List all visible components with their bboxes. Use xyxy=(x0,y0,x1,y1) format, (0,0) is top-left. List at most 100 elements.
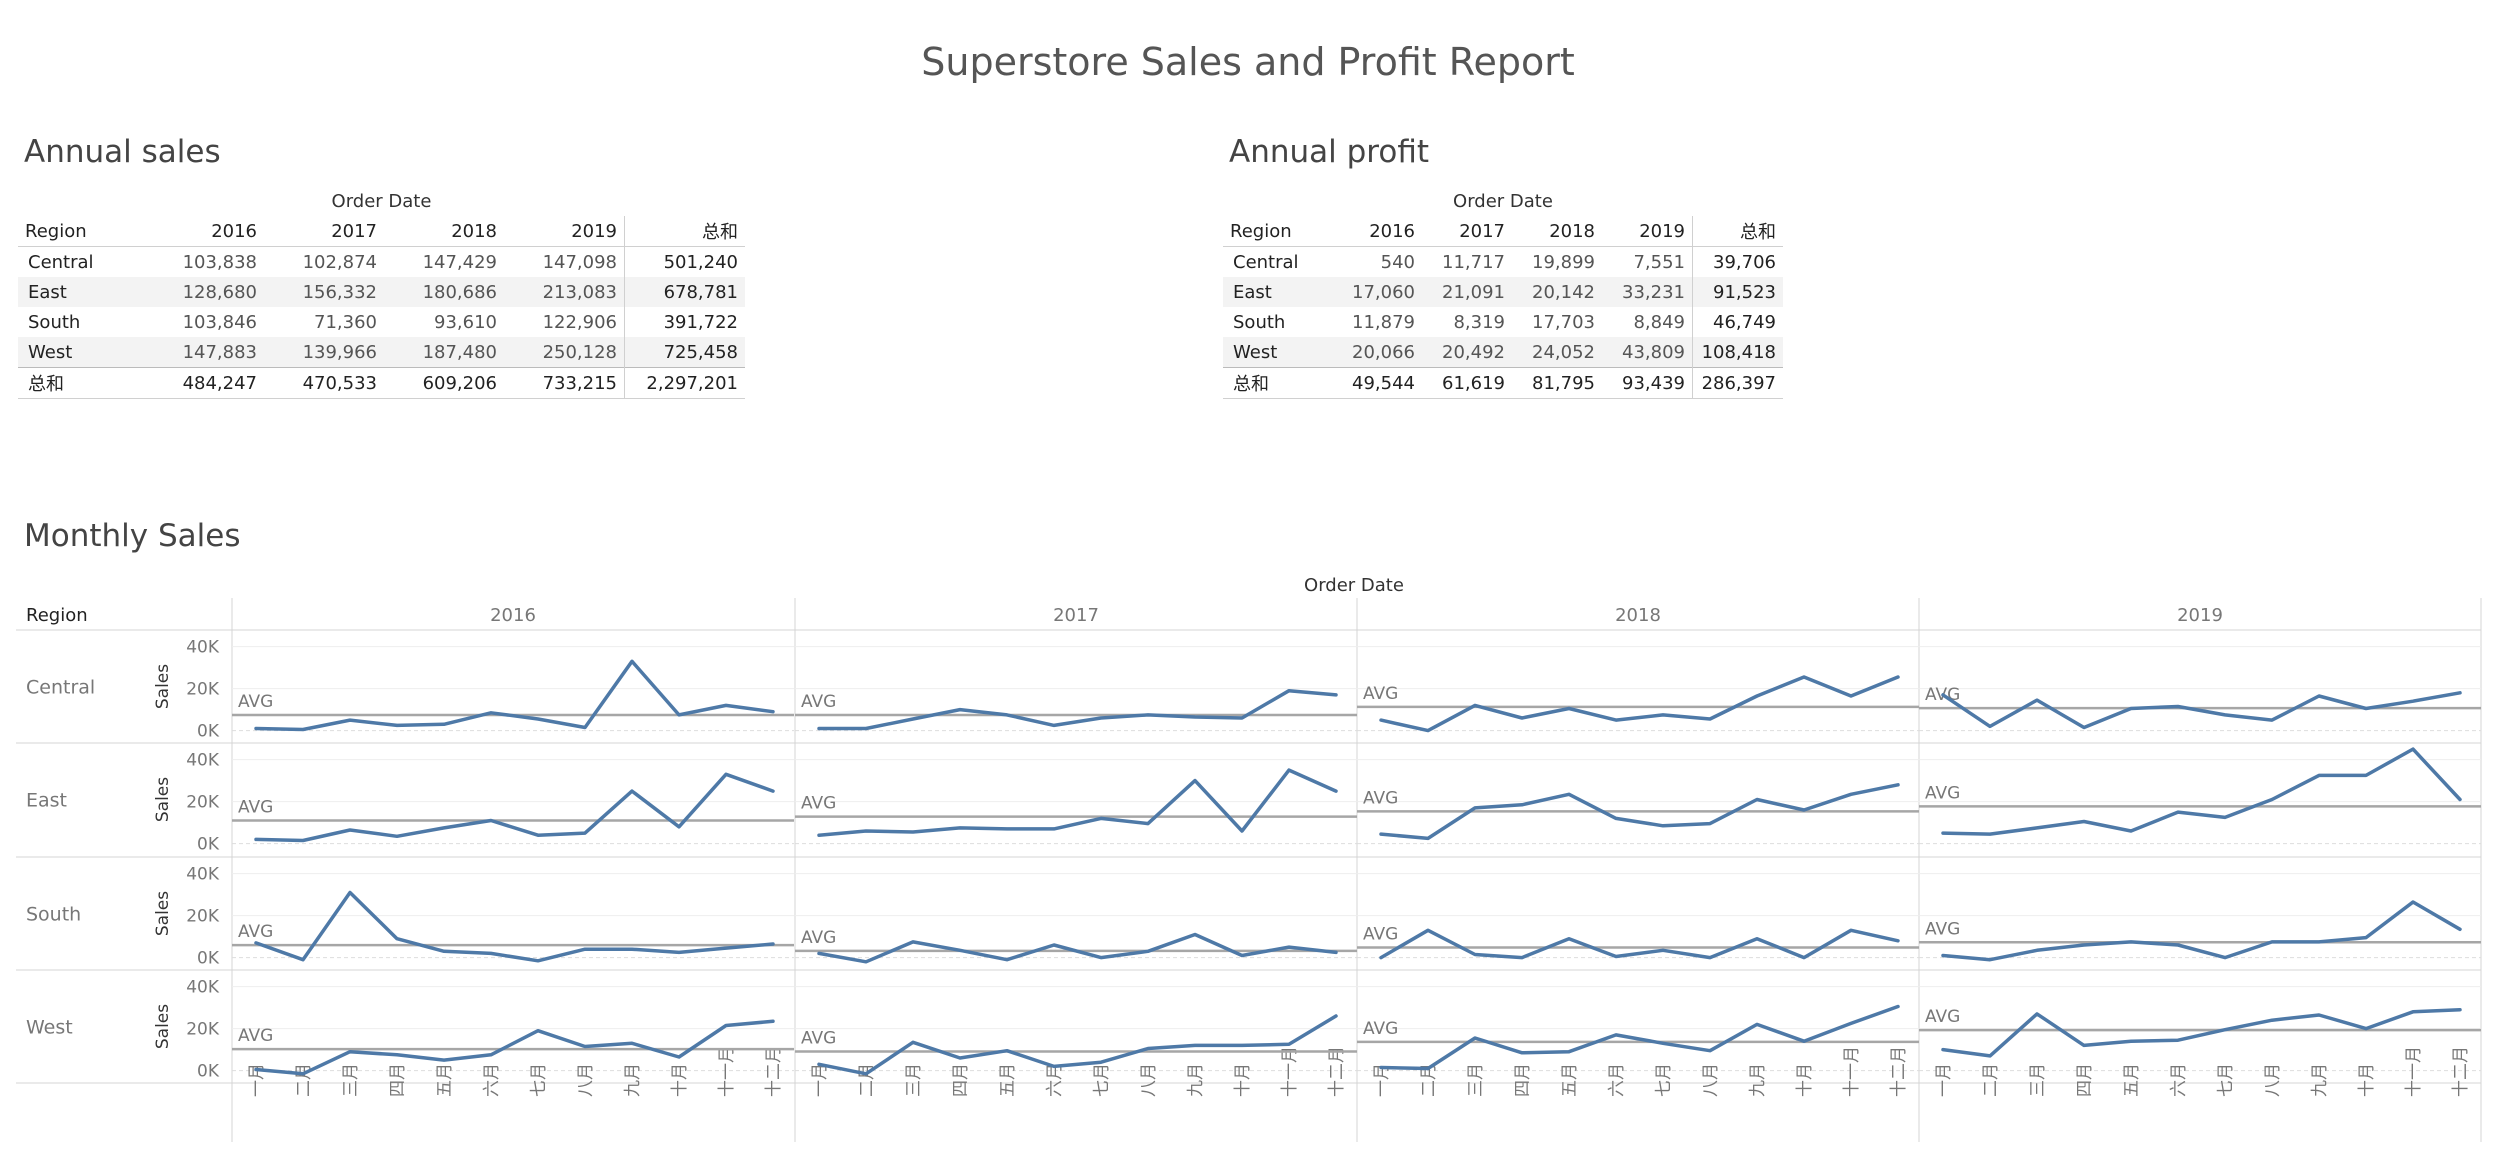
annual-sales-grand-total-cell[interactable]: 609,206 xyxy=(384,367,504,399)
annual-sales-cell[interactable]: 103,838 xyxy=(144,246,264,277)
annual-profit-cell[interactable]: 19,899 xyxy=(1512,246,1602,277)
annual-profit-grand-total-cell[interactable]: 81,795 xyxy=(1512,367,1602,399)
annual-sales-cell[interactable]: 147,883 xyxy=(144,337,264,368)
annual-sales-region-header[interactable]: Region xyxy=(25,220,87,242)
annual-profit-cell[interactable]: 17,703 xyxy=(1532,311,1595,333)
annual-profit-row-total[interactable]: 91,523 xyxy=(1692,277,1783,307)
sales-line-east-2018[interactable] xyxy=(1379,783,1900,841)
annual-sales-year-header[interactable]: 2016 xyxy=(211,220,257,242)
annual-sales-cell[interactable]: 139,966 xyxy=(264,337,384,368)
annual-profit-cell[interactable]: 20,492 xyxy=(1422,337,1512,368)
annual-sales-row-total[interactable]: 725,458 xyxy=(624,337,745,368)
annual-profit-grand-total[interactable]: 286,397 xyxy=(1692,367,1783,399)
sales-line-central-2017[interactable] xyxy=(817,688,1338,731)
year-header-2017[interactable]: 2017 xyxy=(1053,605,1099,626)
annual-profit-cell[interactable]: 540 xyxy=(1332,246,1422,277)
year-header-2018[interactable]: 2018 xyxy=(1615,605,1661,626)
annual-sales-grand-total-cell[interactable]: 484,247 xyxy=(144,367,264,399)
annual-sales-cell[interactable]: 103,846 xyxy=(182,311,257,333)
annual-profit-row-total[interactable]: 108,418 xyxy=(1692,337,1783,368)
sales-line-east-2016[interactable] xyxy=(254,772,775,843)
month-tick-label: 十一月 xyxy=(1280,1046,1300,1097)
annual-profit-cell[interactable]: 43,809 xyxy=(1602,337,1693,368)
annual-sales-region-label[interactable]: Central xyxy=(18,246,144,277)
annual-profit-region-label[interactable]: East xyxy=(1223,277,1332,307)
annual-profit-cell[interactable]: 24,052 xyxy=(1512,337,1602,368)
annual-sales-cell[interactable]: 122,906 xyxy=(542,311,617,333)
annual-sales-region-label[interactable]: West xyxy=(18,337,144,368)
annual-sales-cell[interactable]: 180,686 xyxy=(384,277,504,307)
annual-profit-grand-total-cell[interactable]: 49,544 xyxy=(1332,367,1422,399)
sales-line-south-2018[interactable] xyxy=(1379,928,1900,960)
annual-sales-grand-total[interactable]: 2,297,201 xyxy=(624,367,745,399)
sales-line-south-2016[interactable] xyxy=(254,890,775,963)
annual-profit-cell[interactable]: 11,879 xyxy=(1352,311,1415,333)
annual-profit-cell[interactable]: 8,849 xyxy=(1633,311,1685,333)
annual-sales-row-total[interactable]: 678,781 xyxy=(624,277,745,307)
annual-profit-region-label[interactable]: West xyxy=(1223,337,1332,368)
sales-line-south-2019[interactable] xyxy=(1941,900,2462,962)
annual-sales-cell[interactable]: 187,480 xyxy=(384,337,504,368)
annual-sales-grand-total-cell[interactable]: 733,215 xyxy=(504,367,625,399)
annual-sales-row-total[interactable]: 391,722 xyxy=(624,307,745,337)
annual-profit-row-total[interactable]: 39,706 xyxy=(1692,246,1783,277)
annual-sales-cell[interactable]: 128,680 xyxy=(144,277,264,307)
annual-profit-year-header[interactable]: 2019 xyxy=(1639,220,1685,242)
annual-profit-grand-total-cell[interactable]: 93,439 xyxy=(1602,367,1693,399)
annual-sales-cell[interactable]: 250,128 xyxy=(504,337,625,368)
annual-profit-cell[interactable]: 17,060 xyxy=(1332,277,1422,307)
annual-profit-row-total[interactable]: 46,749 xyxy=(1692,307,1783,337)
month-tick-label: 九月 xyxy=(2310,1063,2330,1097)
annual-sales-grand-total-label[interactable]: 总和 xyxy=(18,367,144,399)
annual-sales-cell[interactable]: 156,332 xyxy=(264,277,384,307)
annual-sales-cell[interactable]: 213,083 xyxy=(504,277,625,307)
annual-sales-year-header[interactable]: 2018 xyxy=(451,220,497,242)
annual-profit-year-header[interactable]: 2018 xyxy=(1549,220,1595,242)
annual-profit-region-label[interactable]: Central xyxy=(1223,246,1332,277)
annual-profit-region-header[interactable]: Region xyxy=(1230,220,1292,242)
region-label-east[interactable]: East xyxy=(26,790,67,812)
annual-profit-grand-total-cell[interactable]: 61,619 xyxy=(1422,367,1512,399)
region-label-west[interactable]: West xyxy=(26,1017,73,1039)
annual-sales-cell[interactable]: 102,874 xyxy=(264,246,384,277)
sales-line-east-2019[interactable] xyxy=(1941,747,2462,836)
annual-sales-cell[interactable]: 147,429 xyxy=(384,246,504,277)
annual-sales-year-header[interactable]: 2019 xyxy=(571,220,617,242)
region-label-south[interactable]: South xyxy=(26,904,81,926)
annual-sales-region-label[interactable]: East xyxy=(18,277,144,307)
annual-profit-cell[interactable]: 20,066 xyxy=(1332,337,1422,368)
region-label-central[interactable]: Central xyxy=(26,677,95,699)
sales-line-central-2018[interactable] xyxy=(1379,675,1900,733)
month-tick-label: 三月 xyxy=(2028,1063,2048,1097)
annual-sales-cell[interactable]: 147,098 xyxy=(504,246,625,277)
annual-sales-grand-total-cell[interactable]: 470,533 xyxy=(264,367,384,399)
annual-profit-region-label[interactable]: South xyxy=(1233,311,1286,333)
annual-profit-year-header[interactable]: 2016 xyxy=(1369,220,1415,242)
annual-profit-cell[interactable]: 20,142 xyxy=(1512,277,1602,307)
annual-sales-row-total[interactable]: 501,240 xyxy=(624,246,745,277)
annual-profit-year-header[interactable]: 2017 xyxy=(1459,220,1505,242)
sales-line-west-2018[interactable] xyxy=(1379,1004,1900,1071)
annual-sales-region-label[interactable]: South xyxy=(28,311,81,333)
year-header-2019[interactable]: 2019 xyxy=(2177,605,2223,626)
sales-line-central-2016[interactable] xyxy=(254,659,775,732)
year-header-2016[interactable]: 2016 xyxy=(490,605,536,626)
annual-profit-cell[interactable]: 21,091 xyxy=(1422,277,1512,307)
sales-line-central-2019[interactable] xyxy=(1941,691,2462,730)
sales-line-east-2017[interactable] xyxy=(817,768,1338,837)
monthly-sales-region-header[interactable]: Region xyxy=(26,605,88,626)
annual-profit-total-header[interactable]: 总和 xyxy=(1692,216,1783,247)
sales-line-west-2017[interactable] xyxy=(817,1014,1338,1076)
sales-line-west-2019[interactable] xyxy=(1941,1007,2462,1058)
annual-sales-total-header[interactable]: 总和 xyxy=(624,216,745,247)
annual-profit-grand-total-label[interactable]: 总和 xyxy=(1223,367,1332,399)
annual-profit-cell[interactable]: 8,319 xyxy=(1453,311,1505,333)
annual-sales-cell[interactable]: 93,610 xyxy=(434,311,497,333)
annual-profit-cell[interactable]: 7,551 xyxy=(1602,246,1693,277)
sales-line-south-2017[interactable] xyxy=(817,932,1338,964)
annual-profit-cell[interactable]: 11,717 xyxy=(1422,246,1512,277)
annual-profit-cell[interactable]: 33,231 xyxy=(1602,277,1693,307)
annual-sales-year-header[interactable]: 2017 xyxy=(331,220,377,242)
sales-line-west-2016[interactable] xyxy=(254,1019,775,1076)
annual-sales-cell[interactable]: 71,360 xyxy=(314,311,377,333)
